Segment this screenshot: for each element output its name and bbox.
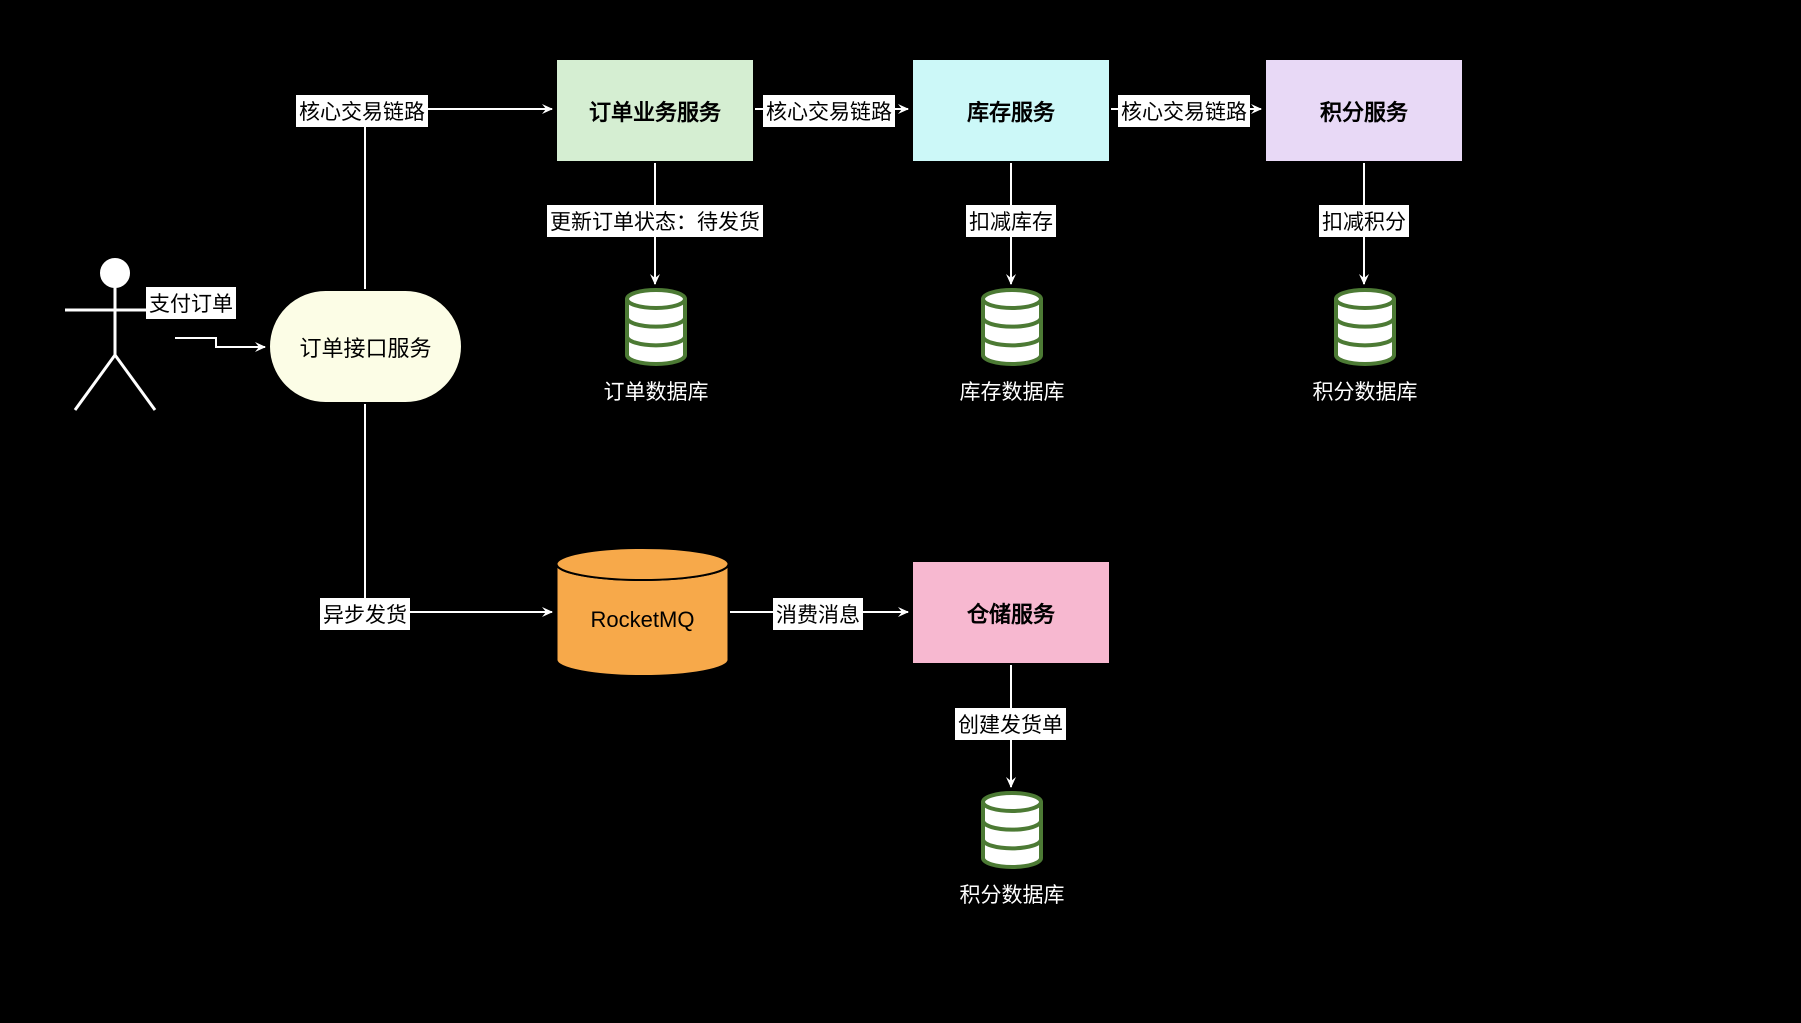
node-inventory-service: 库存服务 (911, 58, 1111, 163)
node-warehouse-service: 仓储服务 (911, 560, 1111, 665)
edge-label: 创建发货单 (955, 708, 1066, 740)
database-order (625, 288, 687, 371)
edge-label: 核心交易链路 (1118, 95, 1250, 127)
node-warehouse-service-label: 仓储服务 (967, 597, 1055, 629)
node-points-service-label: 积分服务 (1320, 95, 1408, 127)
edge-label: 扣减库存 (966, 205, 1056, 237)
edge-arrow (365, 404, 552, 612)
node-order-service-label: 订单业务服务 (589, 95, 721, 127)
database-points-caption: 积分数据库 (1310, 376, 1420, 406)
node-inventory-service-label: 库存服务 (967, 95, 1055, 127)
edge-label: 异步发货 (320, 598, 410, 630)
edge-label: 更新订单状态：待发货 (547, 205, 763, 237)
database-points (1334, 288, 1396, 371)
node-points-service: 积分服务 (1264, 58, 1464, 163)
edge-label: 核心交易链路 (763, 95, 895, 127)
node-rocketmq-label: RocketMQ (555, 607, 730, 633)
edge-label: 支付订单 (146, 287, 236, 319)
edge-label: 核心交易链路 (296, 95, 428, 127)
actor-icon (55, 255, 175, 415)
edge-arrow (175, 338, 265, 347)
edge-label: 消费消息 (773, 598, 863, 630)
node-order-service: 订单业务服务 (555, 58, 755, 163)
arrows-layer (0, 0, 1801, 1023)
node-interface-service-label: 订单接口服务 (299, 331, 431, 363)
database-inventory (981, 288, 1043, 371)
diagram-canvas: 订单接口服务 订单业务服务 库存服务 积分服务 仓储服务 RocketMQ 订单… (0, 0, 1801, 1023)
node-rocketmq: RocketMQ (555, 547, 730, 677)
node-interface-service: 订单接口服务 (268, 289, 463, 404)
database-inventory-caption: 库存数据库 (957, 376, 1067, 406)
edge-label: 扣减积分 (1319, 205, 1409, 237)
edge-arrow (365, 109, 552, 289)
database-warehouse (981, 791, 1043, 874)
database-order-caption: 订单数据库 (601, 376, 711, 406)
database-warehouse-caption: 积分数据库 (957, 879, 1067, 909)
